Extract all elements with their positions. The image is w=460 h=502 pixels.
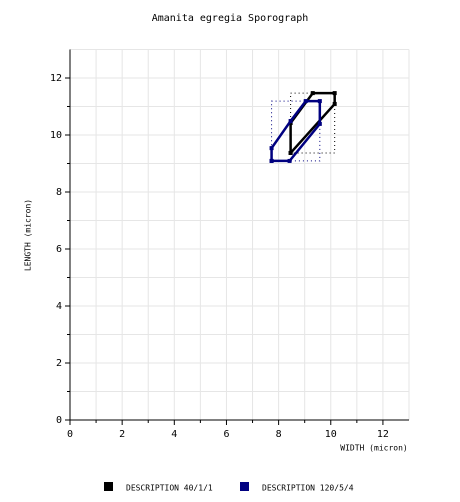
point xyxy=(269,146,274,151)
point xyxy=(310,91,315,96)
legend-swatch xyxy=(104,482,113,491)
x-tick-label: 2 xyxy=(119,429,125,440)
point xyxy=(303,99,308,104)
y-tick-label: 12 xyxy=(50,73,62,84)
y-tick-label: 6 xyxy=(56,244,62,255)
y-tick-label: 0 xyxy=(56,415,62,426)
x-tick-label: 10 xyxy=(325,429,337,440)
y-tick-label: 8 xyxy=(56,187,62,198)
legend-label: DESCRIPTION 120/5/4 xyxy=(262,484,354,493)
x-tick-label: 4 xyxy=(171,429,177,440)
chart-title: Amanita egregia Sporograph xyxy=(152,13,309,24)
y-axis-label: LENGTH (micron) xyxy=(24,199,33,271)
x-tick-label: 12 xyxy=(377,429,389,440)
x-tick-label: 8 xyxy=(276,429,282,440)
point xyxy=(288,119,293,124)
x-axis-label: WIDTH (micron) xyxy=(340,444,407,453)
range-box xyxy=(271,100,321,162)
point xyxy=(288,150,293,155)
point xyxy=(317,121,322,126)
legend-swatch xyxy=(240,482,249,491)
y-tick-label: 4 xyxy=(56,301,62,312)
series-line xyxy=(270,99,322,163)
point xyxy=(287,158,292,163)
point xyxy=(317,99,322,104)
y-tick-label: 10 xyxy=(50,130,62,141)
point xyxy=(332,101,337,106)
point xyxy=(332,91,337,96)
series-line xyxy=(289,91,336,154)
legend-label: DESCRIPTION 40/1/1 xyxy=(126,484,213,493)
x-tick-label: 6 xyxy=(223,429,229,440)
x-tick-label: 0 xyxy=(67,429,73,440)
point xyxy=(269,158,274,163)
y-tick-label: 2 xyxy=(56,358,62,369)
